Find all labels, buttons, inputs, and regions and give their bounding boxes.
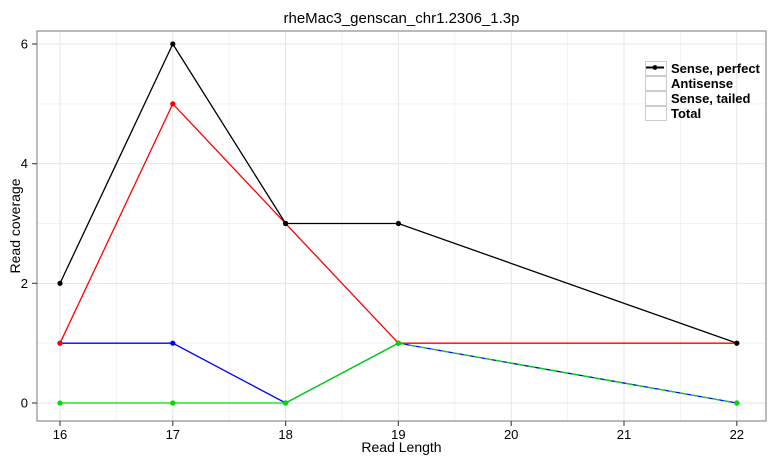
data-point-total xyxy=(395,220,401,227)
legend-item-total: Total xyxy=(645,65,760,121)
x-tick-label: 20 xyxy=(504,427,518,442)
legend-item-label: Total xyxy=(671,105,702,121)
legend-swatch-total xyxy=(646,65,664,70)
x-tick-label: 22 xyxy=(730,427,744,442)
data-point-sense-tailed xyxy=(734,400,740,406)
data-point-total xyxy=(283,220,289,227)
data-point-total xyxy=(57,280,63,286)
x-tick-label: 21 xyxy=(617,427,631,442)
legend: Sense, perfect Antisense Sense, tailed Tota… xyxy=(645,60,760,121)
data-point-sense-perfect xyxy=(57,340,63,346)
legend-key-box xyxy=(645,65,667,91)
panel-border xyxy=(36,30,767,422)
legend-item-antisense: Antisense xyxy=(645,65,760,91)
chart-title: rheMac3_genscan_chr1.2306_1.3p xyxy=(283,10,520,27)
legend-item-label: Sense, tailed xyxy=(671,90,751,106)
data-point-sense-perfect xyxy=(170,101,176,107)
legend-item-sense-tailed: Sense, tailed xyxy=(645,65,760,106)
y-axis-label: Read coverage xyxy=(7,178,23,274)
y-tick-label: 2 xyxy=(21,276,28,291)
data-point-total xyxy=(170,41,176,47)
x-tick-label: 18 xyxy=(278,427,292,442)
y-tick-label: 6 xyxy=(21,37,28,52)
x-axis-label: Read Length xyxy=(361,439,442,455)
legend-item-label: Sense, perfect xyxy=(671,60,760,76)
x-tick-label: 17 xyxy=(166,427,180,442)
x-tick-label: 16 xyxy=(53,427,67,442)
y-tick-label: 0 xyxy=(21,396,28,411)
legend-key-box xyxy=(645,65,667,106)
data-point-sense-tailed xyxy=(170,400,176,406)
data-point-sense-tailed xyxy=(395,340,401,346)
legend-item-label: Antisense xyxy=(671,75,734,91)
data-point-antisense xyxy=(170,340,176,346)
y-tick-label: 4 xyxy=(21,156,28,171)
legend-key-box xyxy=(645,65,667,121)
data-point-sense-tailed xyxy=(283,400,289,406)
data-point-sense-tailed xyxy=(57,400,63,406)
series-line-sense-tailed-dashed xyxy=(398,342,737,404)
plot-panel xyxy=(37,31,766,421)
data-point-total xyxy=(734,340,740,346)
x-tick-label: 19 xyxy=(391,427,405,442)
series-line-sense-tailed xyxy=(60,342,399,404)
